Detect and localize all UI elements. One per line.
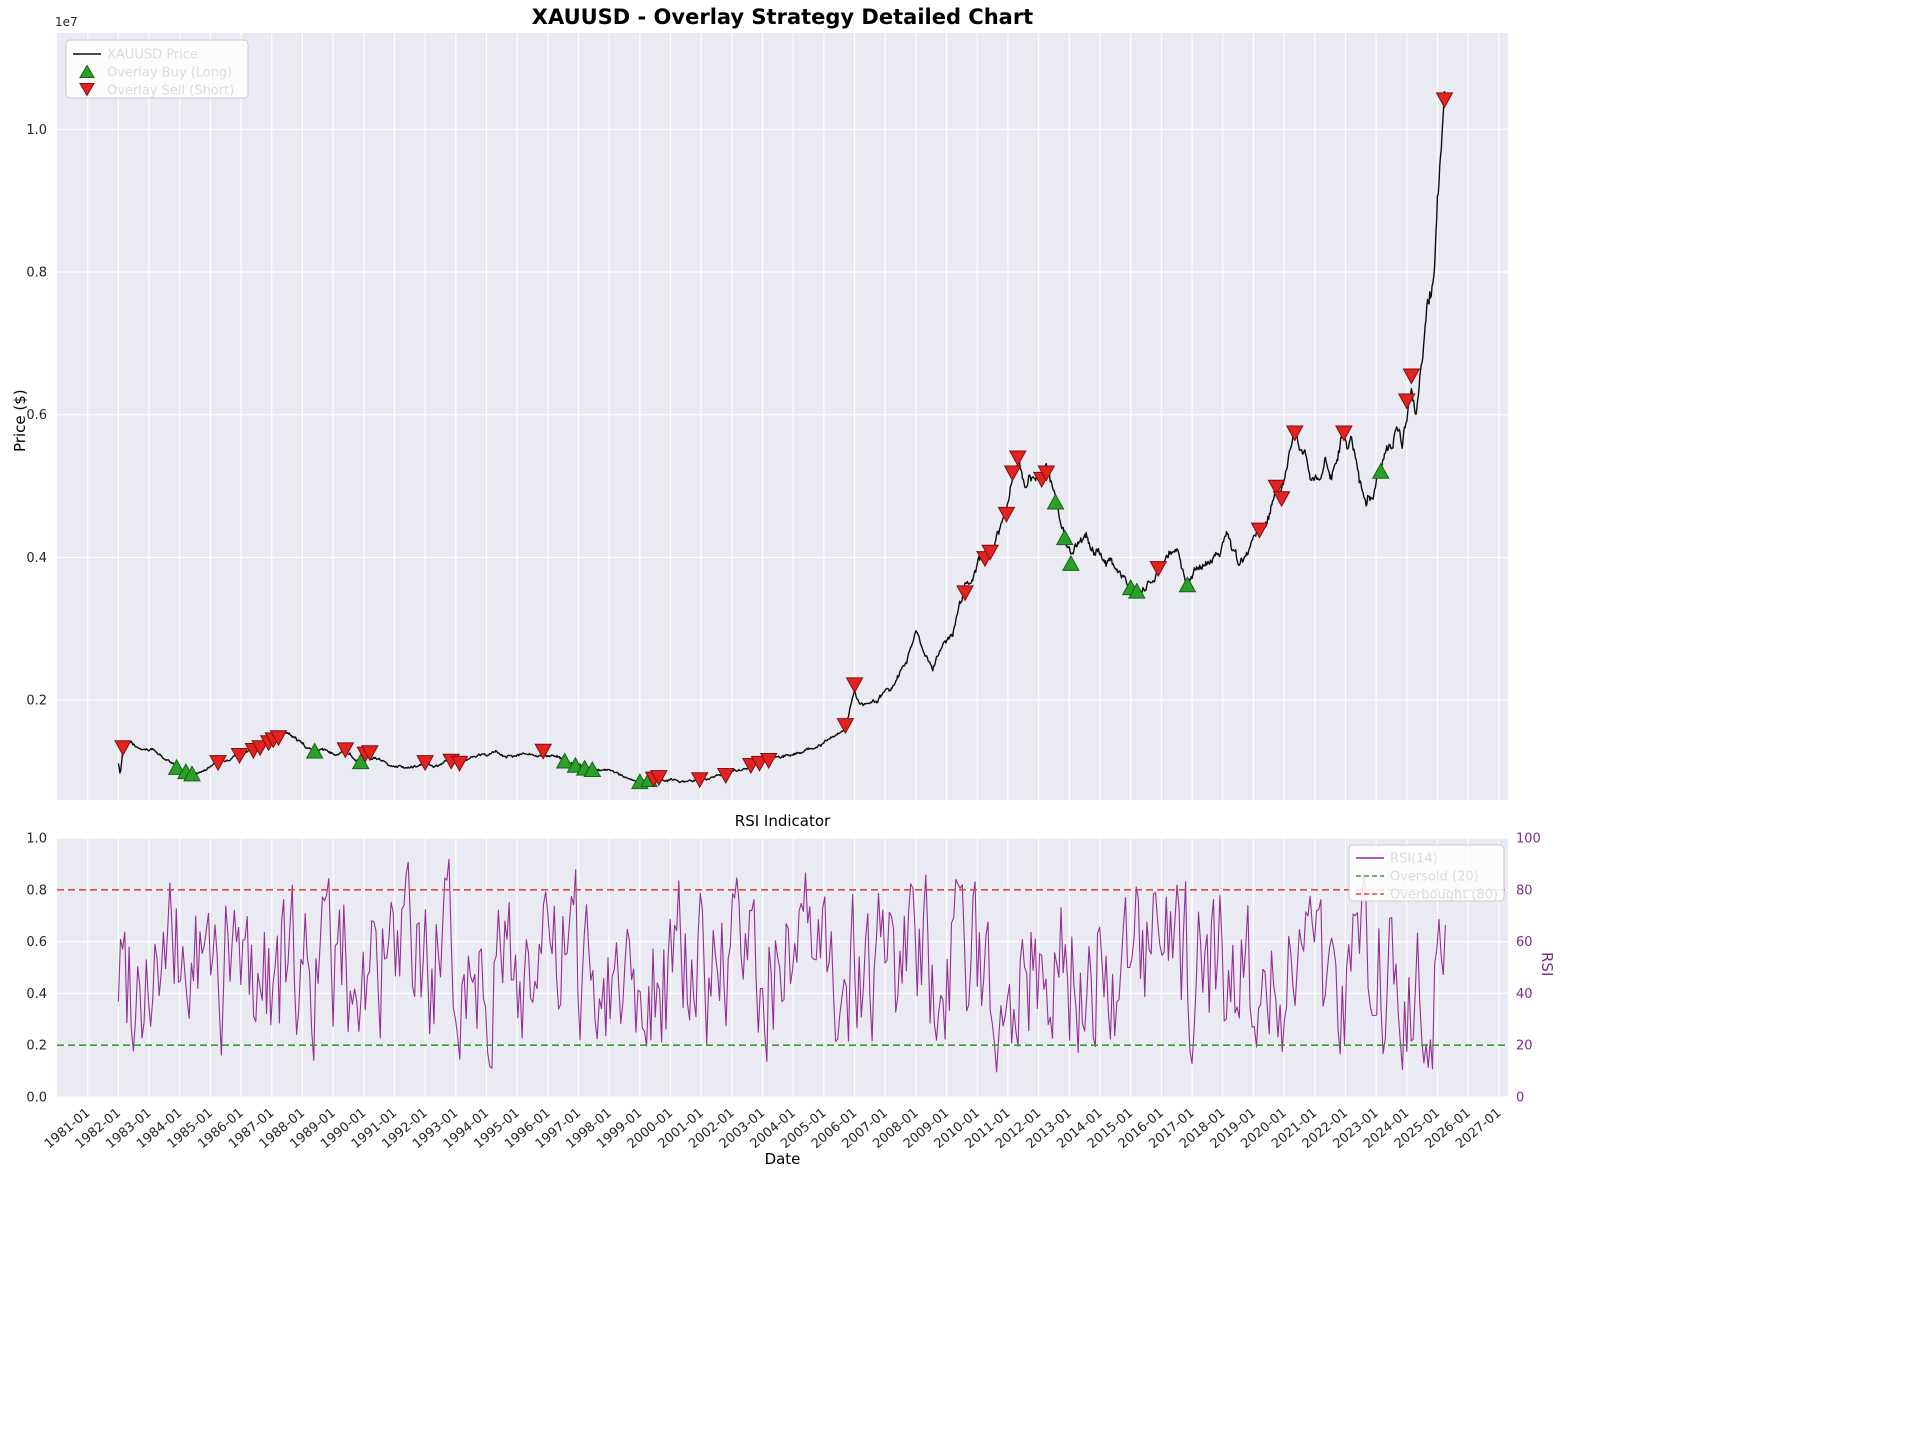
sell-marker [956, 585, 974, 602]
sell-marker [1335, 425, 1353, 442]
rsi-ytick-left-label: 0.0 [26, 1091, 47, 1106]
buy-marker [1371, 462, 1390, 479]
price-legend-box [65, 39, 249, 99]
sell-marker [1397, 393, 1416, 410]
rsi-ytick-left-label: 0.4 [26, 987, 47, 1002]
rsi-ytick-right-label: 40 [1516, 987, 1533, 1002]
sell-marker [750, 755, 769, 772]
sell-marker [1003, 465, 1022, 482]
legend-sell-triangle-icon [79, 83, 95, 97]
rsi-subplot-title: RSI Indicator [734, 812, 831, 830]
buy-marker [1046, 493, 1065, 510]
sell-marker [450, 755, 469, 772]
price-ytick-label: 0.6 [26, 408, 47, 423]
rsi-ytick-right-label: 20 [1516, 1039, 1533, 1054]
sell-marker [1435, 92, 1454, 109]
sell-marker [759, 753, 778, 770]
chart-title: XAUUSD - Overlay Strategy Detailed Chart [531, 5, 1034, 29]
sell-marker [1285, 425, 1304, 442]
rsi-ytick-left-label: 0.2 [26, 1039, 47, 1054]
buy-marker [1062, 554, 1080, 571]
rsi-ytick-left-label: 0.8 [26, 883, 47, 898]
sell-marker [981, 544, 1000, 561]
sell-marker [534, 743, 553, 760]
sell-marker [1267, 479, 1286, 496]
plot-backgrounds [57, 33, 1508, 1097]
sell-marker [114, 740, 132, 757]
sell-marker [1149, 561, 1168, 578]
sell-marker [209, 755, 227, 772]
sell-marker [690, 772, 709, 789]
sell-marker [1250, 522, 1269, 539]
sell-marker [1272, 491, 1291, 508]
sell-marker [1008, 450, 1027, 467]
date-axis-label: Date [764, 1150, 801, 1168]
rsi-series [117, 858, 1446, 1073]
rsi-line [117, 858, 1446, 1073]
rsi-legend-box [1348, 844, 1505, 902]
sell-marker [230, 748, 249, 765]
buy-marker [1127, 582, 1146, 599]
price-ytick-label: 0.2 [26, 694, 47, 709]
rsi-legend [1348, 844, 1505, 902]
price-ytick-label: 0.4 [26, 551, 47, 566]
sell-marker [716, 768, 735, 785]
buy-marker [305, 742, 324, 759]
sell-marker [1402, 368, 1421, 385]
rsi-plot-area [57, 838, 1508, 1097]
sell-marker [269, 730, 288, 747]
rsi-ytick-right-label: 80 [1516, 883, 1533, 898]
buy-marker [555, 752, 574, 769]
legend-buy-triangle-icon [79, 64, 95, 78]
rsi-ytick-left-label: 1.0 [26, 832, 47, 847]
rsi-ytick-right-label: 0 [1516, 1091, 1524, 1106]
sell-marker [336, 742, 355, 759]
buy-marker [583, 760, 602, 778]
price-ytick-label: 1.0 [26, 123, 47, 138]
sell-marker [251, 740, 269, 757]
sell-marker [361, 745, 379, 762]
buy-marker [1178, 576, 1197, 593]
buy-marker [1055, 529, 1074, 546]
sell-marker [836, 718, 855, 735]
sell-marker [997, 506, 1016, 523]
trade-markers [114, 92, 1454, 790]
price-plot-area [57, 33, 1508, 800]
sell-marker [650, 770, 668, 787]
price-series [117, 91, 1446, 785]
rsi-ytick-left-label: 0.6 [26, 935, 47, 950]
sell-marker [416, 755, 434, 772]
price-ytick-label: 0.8 [26, 266, 47, 281]
sell-marker [845, 677, 864, 694]
buy-marker [566, 756, 585, 773]
buy-marker [167, 758, 186, 775]
price-legend [65, 39, 249, 99]
rsi-ytick-right-label: 60 [1516, 935, 1533, 950]
buy-marker [183, 765, 201, 782]
rsi-ytick-right-label: 100 [1516, 832, 1541, 847]
price-line [117, 91, 1446, 785]
sell-marker [1037, 465, 1056, 482]
y-axis-offset-label: 1e7 [55, 15, 78, 29]
